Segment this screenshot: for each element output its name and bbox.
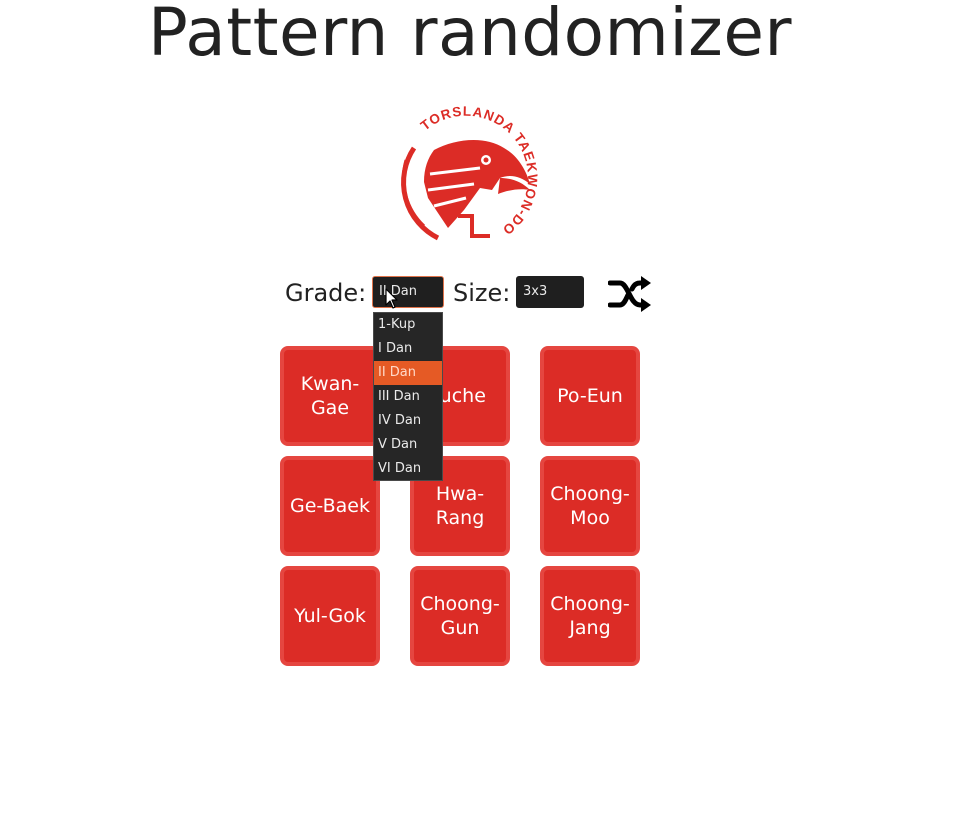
pattern-tile[interactable]: Choong- Jang — [540, 566, 640, 666]
mouse-cursor-icon — [385, 288, 398, 309]
grade-dropdown-list: 1-Kup I Dan II Dan III Dan IV Dan V Dan … — [373, 312, 443, 481]
grade-option[interactable]: III Dan — [378, 389, 420, 404]
grade-option[interactable]: V Dan — [378, 437, 418, 452]
grade-label: Grade: — [285, 279, 367, 307]
grade-option[interactable]: 1-Kup — [378, 317, 416, 332]
size-label: Size: — [453, 279, 511, 307]
grade-option[interactable]: II Dan — [374, 361, 442, 385]
torslanda-taekwondo-logo: TORSLANDA TAEKWON-DO — [401, 104, 539, 241]
grade-select[interactable]: II Dan — [372, 276, 444, 308]
pattern-tile[interactable]: Ge-Baek — [280, 456, 380, 556]
pattern-tile[interactable]: Hwa- Rang — [410, 456, 510, 556]
grade-option[interactable]: I Dan — [378, 341, 413, 356]
pattern-tile[interactable]: Choong- Moo — [540, 456, 640, 556]
shuffle-icon[interactable] — [608, 275, 652, 313]
pattern-tile[interactable]: Yul-Gok — [280, 566, 380, 666]
pattern-tile[interactable]: Choong- Gun — [410, 566, 510, 666]
pattern-grid: Kwan- Gae Juche Po-Eun Ge-Baek Hwa- Rang C… — [280, 346, 640, 666]
grade-option[interactable]: VI Dan — [378, 461, 422, 476]
pattern-tile[interactable]: Kwan- Gae — [280, 346, 380, 446]
grade-option[interactable]: IV Dan — [378, 413, 422, 428]
page-title: Pattern randomizer — [147, 0, 793, 71]
size-select[interactable]: 3x3 — [516, 276, 584, 308]
pattern-tile[interactable]: Po-Eun — [540, 346, 640, 446]
controls-bar: Grade: II Dan Size: 3x3 — [0, 276, 962, 312]
